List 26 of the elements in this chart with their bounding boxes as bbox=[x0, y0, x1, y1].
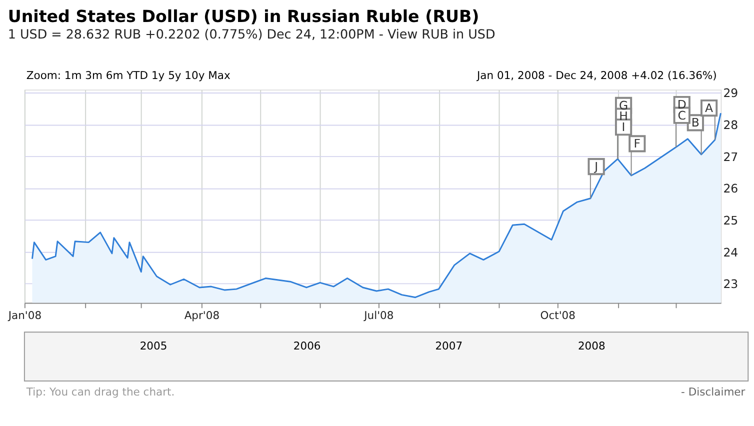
chart-title: United States Dollar (USD) in Russian Ruble (RUB) bbox=[8, 7, 480, 26]
y-tick-label: 24 bbox=[723, 245, 738, 260]
y-tick-label: 23 bbox=[723, 277, 738, 292]
text: 2006 bbox=[293, 340, 321, 353]
text: 2005 bbox=[140, 340, 168, 353]
text: - Disclaimer bbox=[681, 386, 746, 399]
x-tick-label: Apr'08 bbox=[184, 308, 220, 322]
annotation: B bbox=[691, 116, 700, 130]
y-tick-label: 27 bbox=[723, 150, 738, 164]
text: 2007 bbox=[435, 340, 463, 353]
x-tick-label: Oct'08 bbox=[540, 308, 576, 322]
annotation: I bbox=[622, 120, 626, 134]
y-tick-label: 29 bbox=[723, 86, 738, 100]
x-tick-label: Jan'08 bbox=[7, 308, 42, 322]
y-tick-label: 25 bbox=[723, 213, 738, 228]
text: 2008 bbox=[578, 340, 606, 353]
text: Zoom: 1m 3m 6m YTD 1y 5y 10y Max bbox=[26, 68, 232, 82]
y-tick-label: 28 bbox=[723, 118, 738, 132]
annotation: J bbox=[594, 159, 598, 174]
text: Tip: You can drag the chart. bbox=[25, 386, 175, 399]
y-tick-label: 26 bbox=[723, 182, 738, 196]
text: Jan 01, 2008 - Dec 24, 2008 +4.02 (16.36%) bbox=[476, 68, 717, 82]
chart-subtitle: 1 USD = 28.632 RUB +0.2202 (0.775%) Dec 24, 12:00PM - View RUB in USD bbox=[8, 26, 496, 42]
annotation: F bbox=[634, 136, 641, 151]
x-tick-label: Jul'08 bbox=[363, 308, 394, 322]
annotation: A bbox=[705, 100, 714, 115]
